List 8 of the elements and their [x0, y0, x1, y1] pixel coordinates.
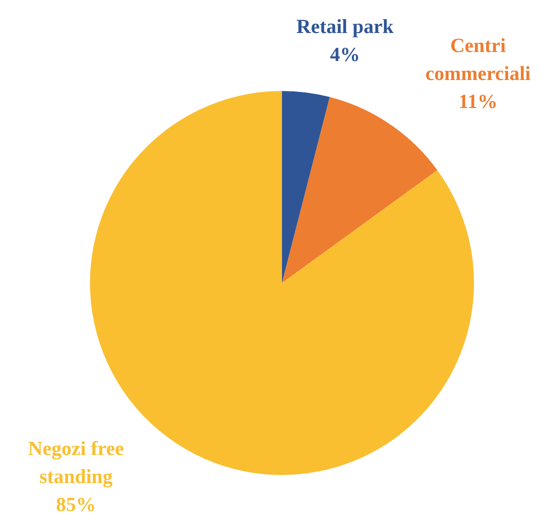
slice-label: Negozi free standing [28, 438, 124, 488]
pie-slice [282, 91, 330, 283]
slice-label: Centri commerciali [425, 35, 532, 85]
slice-label: Retail park [296, 16, 394, 38]
data-label: 11% [458, 91, 498, 113]
data-label: 4% [330, 44, 360, 66]
pie-slice [282, 97, 438, 283]
data-label: 85% [56, 494, 96, 516]
